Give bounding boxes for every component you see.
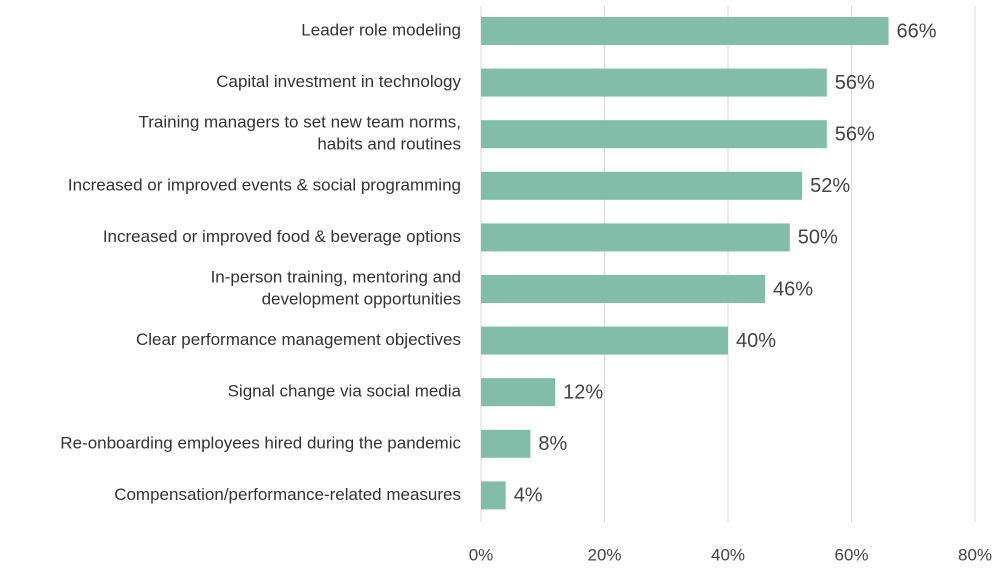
category-label: habits and routines <box>317 135 461 154</box>
category-label: development opportunities <box>262 289 461 308</box>
bar <box>481 481 506 510</box>
category-label: Training managers to set new team norms, <box>138 113 461 132</box>
category-label: In-person training, mentoring and <box>211 267 461 286</box>
data-label: 50% <box>798 227 838 249</box>
data-label: 12% <box>563 381 603 403</box>
x-tick-label: 80% <box>958 545 992 564</box>
bar <box>481 378 556 407</box>
value-labels: 66% 56% 56% 52% 50% 46% 40% 12% 8% 4% <box>514 20 937 506</box>
category-label: Increased or improved food & beverage op… <box>103 227 461 246</box>
bar <box>481 326 728 355</box>
category-labels: Leader role modeling Capital investment i… <box>60 20 461 503</box>
data-label: 40% <box>736 330 776 352</box>
category-label: Clear performance management objectives <box>136 330 461 349</box>
x-tick-label: 60% <box>834 545 868 564</box>
bar <box>481 223 790 252</box>
x-tick-label: 0% <box>469 545 494 564</box>
x-tick-label: 20% <box>587 545 621 564</box>
x-axis-ticks: 0% 20% 40% 60% 80% <box>469 545 992 564</box>
category-label: Capital investment in technology <box>216 72 461 91</box>
bar <box>481 429 531 458</box>
category-label: Compensation/performance-related measure… <box>114 485 461 504</box>
bar <box>481 171 803 200</box>
category-label: Leader role modeling <box>301 20 461 39</box>
bar <box>481 120 827 149</box>
x-tick-label: 40% <box>711 545 745 564</box>
bar <box>481 275 766 303</box>
category-label: Signal change via social media <box>228 382 462 401</box>
bar <box>481 17 889 45</box>
category-label: Increased or improved events & social pr… <box>68 175 461 194</box>
bars <box>481 17 889 510</box>
data-label: 56% <box>835 123 875 145</box>
data-label: 52% <box>810 175 850 197</box>
data-label: 66% <box>897 20 937 42</box>
bar <box>481 68 827 97</box>
data-label: 46% <box>773 278 813 300</box>
data-label: 8% <box>538 433 567 455</box>
data-label: 56% <box>835 72 875 94</box>
data-label: 4% <box>514 485 543 507</box>
category-label: Re-onboarding employees hired during the… <box>60 433 461 452</box>
